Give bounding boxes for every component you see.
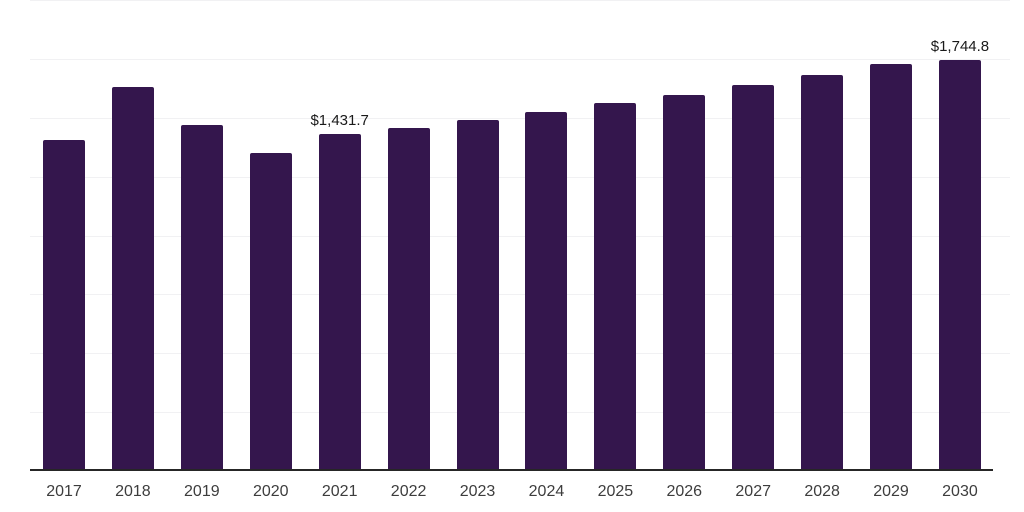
gridline [30,58,1010,60]
bar-value-label: $1,744.8 [930,38,990,56]
x-tick-label: 2026 [666,483,703,500]
plot-area: $1,431.7 $1,744.8 [30,0,1010,471]
x-tick-label: 2027 [735,483,771,500]
x-tick-label: 2029 [873,483,909,500]
bar-2028 [801,74,844,471]
gridline [30,117,1010,119]
x-tick-label: 2030 [942,483,978,500]
x-axis: 2017 2018 2019 2020 2021 2022 2023 2024 2025 2026… [0,482,1024,506]
bar-2022 [387,128,430,471]
gridline [30,412,1010,414]
x-tick-label: 2021 [321,483,358,500]
x-axis-line [30,469,993,471]
bar-2027 [732,84,775,471]
gridline [30,235,1010,237]
bar-2025 [594,103,637,471]
bar-2030 [938,60,981,471]
bar-value-label: $1,431.7 [310,111,369,129]
x-tick-label: 2024 [528,483,565,500]
x-tick-label: 2022 [390,483,427,500]
gridline [30,0,1010,1]
x-tick-label: 2019 [184,483,220,500]
bar-2023 [456,119,499,471]
bar-2024 [525,111,568,471]
x-tick-label: 2017 [46,483,82,500]
x-tick-label: 2023 [459,483,496,500]
bar-2029 [870,64,913,471]
gridline [30,176,1010,178]
x-tick-label: 2018 [115,483,151,500]
x-tick-label: 2028 [804,483,840,500]
gridline [30,294,1010,296]
bar-2017 [43,139,85,471]
x-tick-label: 2020 [252,483,289,500]
gridline [30,353,1010,355]
bar-2018 [111,86,154,471]
bar-2021 [318,133,361,471]
bar-2026 [663,95,706,471]
bar-2019 [180,125,223,471]
x-tick-label: 2025 [597,483,634,500]
bar-2020 [249,153,292,471]
